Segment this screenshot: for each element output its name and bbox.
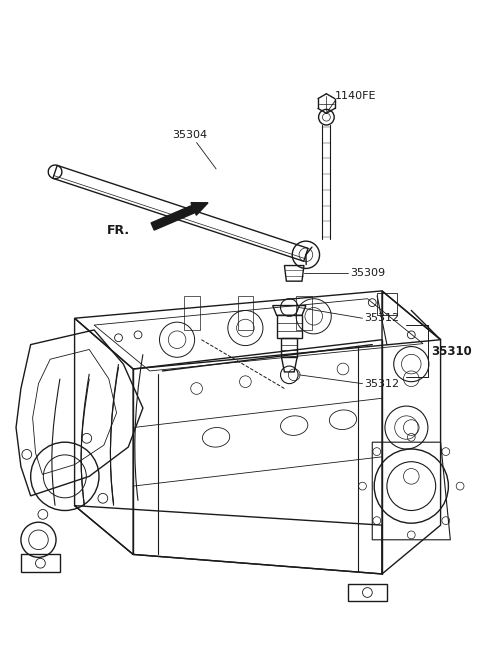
Text: 35312: 35312: [364, 314, 399, 323]
Text: 1140FE: 1140FE: [335, 91, 377, 101]
Text: 35304: 35304: [172, 130, 207, 140]
Text: 35309: 35309: [350, 268, 385, 278]
FancyArrow shape: [151, 203, 208, 230]
Text: 35310: 35310: [431, 345, 471, 358]
Text: 35312: 35312: [364, 379, 399, 388]
Text: FR.: FR.: [107, 224, 130, 237]
